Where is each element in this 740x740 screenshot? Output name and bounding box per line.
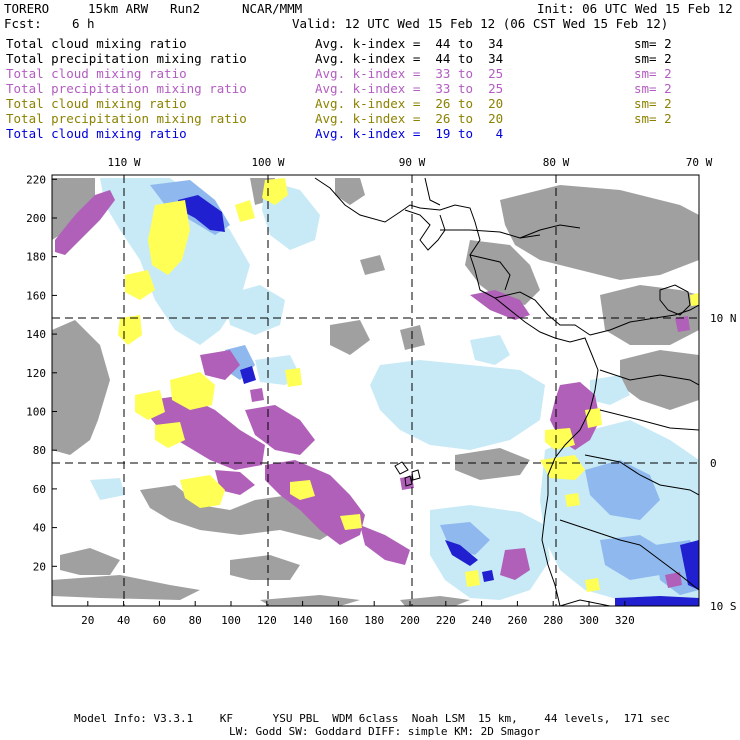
longitude-label: 90 W — [399, 156, 426, 169]
legend-smoothing: sm= 2 — [634, 51, 672, 66]
latitude-label: 10 S — [710, 600, 737, 613]
model-info-line1: Model Info: V3.3.1 KF YSU PBL WDM 6class… — [74, 712, 671, 725]
legend-smoothing: sm= 2 — [634, 36, 672, 51]
y-tick-label: 20 — [33, 560, 46, 573]
valid-time: Valid: 12 UTC Wed 15 Feb 12 (06 CST Wed … — [292, 16, 669, 31]
legend-field-name: Total cloud mixing ratio — [6, 126, 187, 141]
legend-smoothing: sm= 2 — [634, 111, 672, 126]
x-tick-label: 240 — [472, 614, 492, 627]
x-tick-label: 320 — [615, 614, 635, 627]
axis-labels: 220 200 180 160 140 120 100 80 60 40 20 20 40 60 80 100… — [26, 156, 736, 627]
y-tick-label: 100 — [26, 406, 46, 419]
latitude-label: 0 — [710, 457, 717, 470]
plot-frame — [51, 174, 700, 607]
x-tick-label: 160 — [328, 614, 348, 627]
legend-k-range: Avg. k-index = 26 to 20 — [315, 96, 504, 111]
x-tick-label: 80 — [189, 614, 202, 627]
legend-field-name: Total precipitation mixing ratio — [6, 81, 247, 96]
legend-k-range: Avg. k-index = 33 to 25 — [315, 81, 504, 96]
x-tick-label: 40 — [117, 614, 130, 627]
x-tick-label: 100 — [221, 614, 241, 627]
purple-field — [55, 190, 690, 588]
x-tick-label: 280 — [543, 614, 563, 627]
forecast-hours: 6 h — [72, 16, 95, 31]
legend-k-range: Avg. k-index = 19 to 4 — [315, 126, 504, 141]
y-tick-label: 60 — [33, 483, 46, 496]
y-tick-label: 120 — [26, 367, 46, 380]
legend-k-range: Avg. k-index = 33 to 25 — [315, 66, 504, 81]
forecast-label: Fcst: — [4, 16, 42, 31]
x-tick-label: 120 — [257, 614, 277, 627]
x-tick-label: 140 — [293, 614, 313, 627]
x-tick-label: 300 — [579, 614, 599, 627]
x-tick-label: 180 — [364, 614, 384, 627]
latitude-label: 10 N — [710, 312, 737, 325]
longitude-label: 110 W — [107, 156, 140, 169]
y-tick-label: 220 — [26, 173, 46, 186]
run-label: Run2 — [170, 1, 201, 16]
legend-smoothing: sm= 2 — [634, 81, 672, 96]
x-tick-label: 200 — [400, 614, 420, 627]
axis-ticks — [52, 178, 626, 606]
legend-smoothing: sm= 2 — [634, 66, 672, 81]
longitude-label: 70 W — [686, 156, 713, 169]
init-time: Init: 06 UTC Wed 15 Feb 12 — [537, 1, 733, 16]
y-tick-label: 140 — [26, 328, 46, 341]
lat-lon-grid — [52, 175, 699, 606]
legend-field-name: Total cloud mixing ratio — [6, 36, 187, 51]
org-label: NCAR/MMM — [242, 1, 303, 16]
y-tick-label: 160 — [26, 289, 46, 302]
y-tick-label: 200 — [26, 212, 46, 225]
legend-field-name: Total cloud mixing ratio — [6, 66, 187, 81]
x-tick-label: 60 — [153, 614, 166, 627]
legend-k-range: Avg. k-index = 44 to 34 — [315, 51, 504, 66]
x-tick-label: 260 — [507, 614, 527, 627]
x-tick-label: 20 — [81, 614, 94, 627]
y-tick-label: 180 — [26, 251, 46, 264]
legend-k-range: Avg. k-index = 26 to 20 — [315, 111, 504, 126]
model-resolution: 15km ARW — [88, 1, 149, 16]
longitude-label: 80 W — [543, 156, 570, 169]
model-name: TORERO — [4, 1, 50, 16]
legend-k-range: Avg. k-index = 44 to 34 — [315, 36, 504, 51]
y-tick-label: 40 — [33, 522, 46, 535]
x-tick-label: 220 — [436, 614, 456, 627]
legend-smoothing: sm= 2 — [634, 96, 672, 111]
y-tick-label: 80 — [33, 444, 46, 457]
longitude-label: 100 W — [251, 156, 284, 169]
yellow-field — [118, 178, 699, 592]
legend-field-name: Total cloud mixing ratio — [6, 96, 187, 111]
model-info-line2: LW: Godd SW: Goddard DIFF: simple KM: 2D… — [229, 725, 541, 738]
legend-field-name: Total precipitation mixing ratio — [6, 51, 247, 66]
moisture-fields — [52, 178, 699, 606]
legend-field-name: Total precipitation mixing ratio — [6, 111, 247, 126]
